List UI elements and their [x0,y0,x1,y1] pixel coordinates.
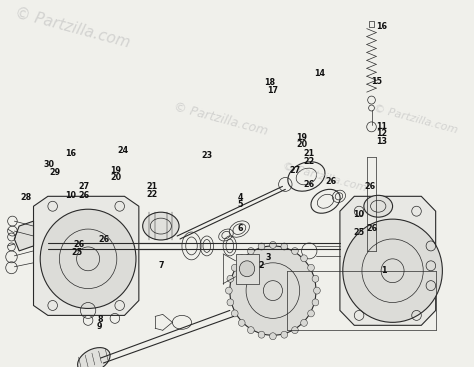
Text: 8: 8 [97,315,103,324]
Bar [369,21,374,27]
Text: 18: 18 [264,79,275,87]
Circle shape [230,246,316,335]
Circle shape [312,275,319,282]
Ellipse shape [364,195,392,217]
Circle shape [343,219,442,322]
Text: © Partzilla.com: © Partzilla.com [14,6,132,51]
Text: 22: 22 [146,189,158,199]
Text: 12: 12 [376,130,387,138]
Text: 21: 21 [146,182,158,191]
Circle shape [231,310,238,317]
Text: 26: 26 [326,177,337,186]
Text: 15: 15 [371,77,382,86]
Text: 11: 11 [376,122,387,131]
Ellipse shape [78,348,110,367]
Circle shape [281,243,288,250]
Text: 27: 27 [290,166,301,175]
Text: © Partzilla.com: © Partzilla.com [372,103,458,135]
Text: 16: 16 [65,149,76,159]
Circle shape [40,209,136,308]
Polygon shape [236,254,258,284]
Circle shape [239,261,255,277]
Text: 5: 5 [238,200,243,210]
Circle shape [231,264,238,271]
Text: 14: 14 [314,69,326,78]
Polygon shape [34,196,139,315]
Text: 13: 13 [376,137,387,146]
Text: 30: 30 [44,160,55,169]
Text: 21: 21 [303,149,314,159]
Text: © Partzilla.com: © Partzilla.com [173,101,269,138]
Ellipse shape [143,212,179,240]
Text: 16: 16 [376,22,387,31]
Text: 24: 24 [117,146,128,155]
Polygon shape [14,221,34,251]
Circle shape [227,299,234,306]
Text: 20: 20 [296,140,307,149]
Circle shape [247,327,254,334]
Text: 2: 2 [258,261,264,269]
Circle shape [281,331,288,338]
Text: 29: 29 [50,168,61,177]
Circle shape [226,287,232,294]
Text: 22: 22 [303,157,314,166]
Text: 25: 25 [72,248,83,257]
Text: 6: 6 [238,224,243,233]
Text: 25: 25 [353,228,364,237]
Text: 4: 4 [238,193,243,202]
Circle shape [247,248,254,255]
Circle shape [312,299,319,306]
Text: 9: 9 [97,323,102,331]
Circle shape [308,310,314,317]
Circle shape [314,287,320,294]
Text: 28: 28 [21,193,32,202]
Text: 26: 26 [366,224,378,233]
Text: 26: 26 [99,235,110,244]
Text: 23: 23 [201,151,212,160]
Text: 20: 20 [110,173,121,182]
Circle shape [301,255,307,262]
Text: 3: 3 [265,253,271,262]
Text: 27: 27 [78,182,90,191]
Text: 26: 26 [78,191,90,200]
Circle shape [238,319,245,326]
Circle shape [227,275,234,282]
Circle shape [270,241,276,248]
Polygon shape [340,196,436,325]
Text: 26: 26 [365,182,375,191]
Text: 19: 19 [110,166,121,175]
Circle shape [238,255,245,262]
Circle shape [301,319,307,326]
Circle shape [308,264,314,271]
Text: 19: 19 [296,133,307,142]
Circle shape [270,333,276,340]
Text: 1: 1 [381,266,386,275]
Text: 10: 10 [65,191,76,200]
Text: © Partzilla.com: © Partzilla.com [282,161,368,194]
Text: 17: 17 [267,86,278,95]
Circle shape [258,331,265,338]
Circle shape [258,243,265,250]
Circle shape [292,327,298,334]
Text: 10: 10 [353,210,364,218]
Circle shape [292,248,298,255]
Text: 7: 7 [158,261,164,269]
Text: 26: 26 [303,181,314,189]
Text: 26: 26 [74,240,85,250]
